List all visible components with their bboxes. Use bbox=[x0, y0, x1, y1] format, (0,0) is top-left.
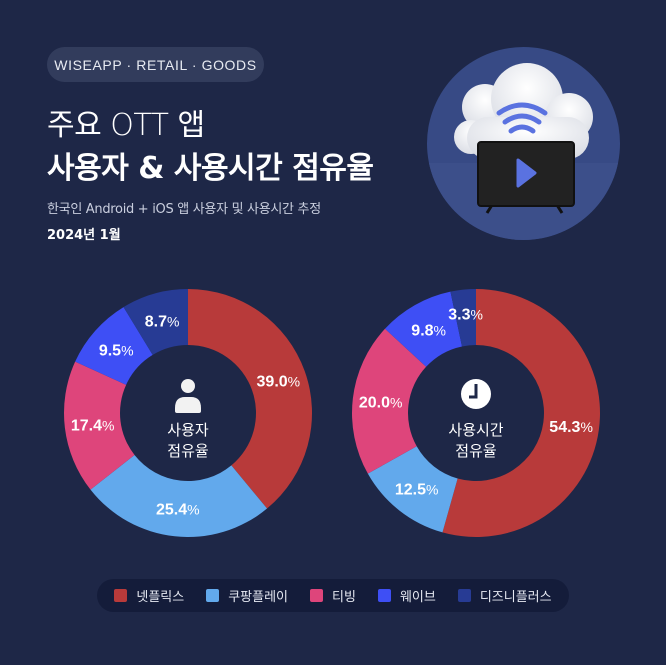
segment-label: 12.5% bbox=[395, 481, 439, 498]
segment-label: 20.0% bbox=[359, 395, 403, 412]
donut-segment bbox=[385, 291, 462, 367]
donut-segment bbox=[352, 328, 427, 474]
segment-label: 8.7% bbox=[145, 314, 180, 331]
play-icon bbox=[516, 158, 537, 188]
donut-segment bbox=[75, 307, 153, 385]
segment-label: 17.4% bbox=[71, 417, 115, 434]
legend-swatch bbox=[457, 589, 471, 602]
donut-center-label: 사용시간 bbox=[448, 422, 503, 439]
page-title-line2: 사용자 & 사용시간 점유율 bbox=[47, 151, 374, 186]
legend-swatch bbox=[377, 589, 391, 602]
donut-segment bbox=[123, 289, 188, 355]
legend-swatch bbox=[206, 589, 220, 602]
donut-segment bbox=[63, 361, 135, 490]
donut-segment bbox=[450, 289, 476, 347]
segment-label: 9.8% bbox=[411, 322, 446, 339]
legend-item: 디즈니플러스 bbox=[457, 586, 552, 605]
legend-label: 디즈니플러스 bbox=[479, 590, 552, 605]
donut-segment bbox=[367, 446, 458, 533]
hero-illustration bbox=[427, 47, 620, 240]
donut-segment bbox=[188, 289, 312, 509]
donut-center-label: 점유율 bbox=[167, 443, 208, 460]
segment-label: 3.3% bbox=[448, 307, 483, 324]
legend-item: 웨이브 bbox=[377, 586, 436, 605]
legend-label: 웨이브 bbox=[399, 590, 436, 605]
donut-segment bbox=[90, 455, 268, 537]
legend-item: 쿠팡플레이 bbox=[206, 586, 288, 605]
wifi-icon bbox=[496, 102, 548, 147]
chart-legend: 넷플릭스 쿠팡플레이 티빙 웨이브 디즈니플러스 bbox=[97, 579, 569, 612]
donut-center-label: 점유율 bbox=[455, 443, 496, 460]
legend-item: 넷플릭스 bbox=[114, 586, 184, 605]
person-icon bbox=[175, 379, 201, 413]
legend-swatch bbox=[310, 589, 324, 602]
date-label: 2024년 1월 bbox=[47, 228, 121, 243]
clock-icon bbox=[461, 379, 491, 409]
segment-label: 9.5% bbox=[99, 342, 134, 359]
page-title-line1: 주요 OTT 앱 bbox=[47, 108, 205, 143]
legend-label: 티빙 bbox=[332, 590, 356, 605]
segment-label: 39.0% bbox=[257, 373, 301, 390]
subtitle: 한국인 Android + iOS 앱 사용자 및 사용시간 추정 bbox=[47, 202, 321, 217]
legend-swatch bbox=[114, 589, 128, 602]
brand-badge: WISEAPP · RETAIL · GOODS bbox=[47, 47, 264, 82]
donut-segment bbox=[442, 289, 601, 537]
legend-label: 쿠팡플레이 bbox=[228, 590, 289, 605]
segment-label: 54.3% bbox=[549, 419, 593, 436]
legend-item: 티빙 bbox=[310, 586, 356, 605]
segment-label: 25.4% bbox=[156, 501, 200, 518]
legend-label: 넷플릭스 bbox=[136, 590, 185, 605]
donut-center-label: 사용자 bbox=[167, 422, 209, 439]
